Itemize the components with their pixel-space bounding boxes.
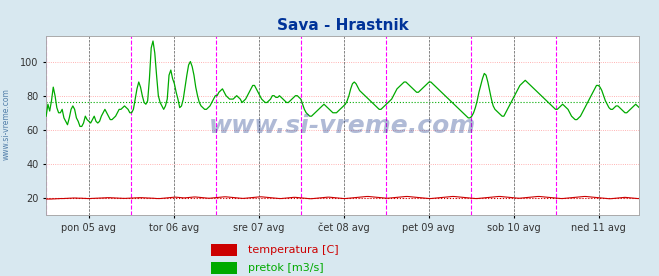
Text: temperatura [C]: temperatura [C] (248, 245, 339, 255)
Text: pretok [m3/s]: pretok [m3/s] (248, 263, 324, 273)
Text: www.si-vreme.com: www.si-vreme.com (2, 88, 11, 160)
Title: Sava - Hrastnik: Sava - Hrastnik (277, 18, 409, 33)
FancyBboxPatch shape (211, 244, 237, 256)
Text: www.si-vreme.com: www.si-vreme.com (209, 114, 476, 137)
FancyBboxPatch shape (211, 262, 237, 274)
